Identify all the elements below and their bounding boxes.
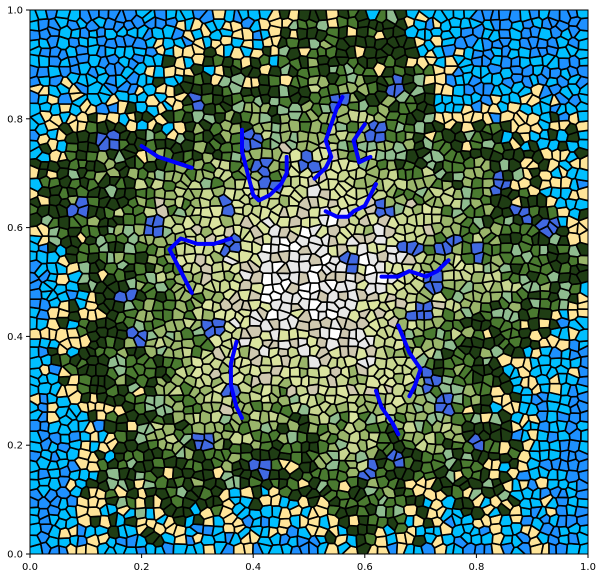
x-tick-label: 0.4 [245,562,261,573]
terrain-cell [269,55,278,66]
terrain-cell [259,459,271,470]
terrain-cell [87,197,99,207]
terrain-cell [279,195,289,207]
terrain-cell [249,113,259,126]
terrain-cell [277,217,290,228]
terrain-cell [68,375,79,385]
terrain-cell [471,242,484,254]
terrain-cell [489,524,502,535]
terrain-cell [375,261,386,272]
terrain-cell [86,365,96,377]
terrain-cell [38,95,48,105]
terrain-cell [37,205,49,217]
plot-area [19,0,599,565]
terrain-cell [155,140,166,149]
terrain-cell [164,199,176,207]
terrain-cell [434,359,444,368]
y-tick-label: 0.6 [7,223,23,234]
terrain-cell [287,431,298,444]
terrain-cell [568,294,578,304]
terrain-cell [556,506,567,516]
terrain-cell [258,74,269,85]
terrain-cell [260,505,272,518]
terrain-cell [471,394,481,405]
x-tick-label: 0.8 [468,562,484,573]
terrain-cell [547,432,558,443]
terrain-cell [258,373,272,385]
terrain-cell [268,86,280,98]
terrain-cell [271,236,280,245]
terrain-cell [404,505,418,516]
y-tick-label: 1.0 [7,6,23,17]
terrain-cell [531,245,540,257]
terrain-cell [386,507,394,519]
y-tick-label: 0.4 [7,332,23,343]
terrain-cell [357,243,368,256]
terrain-cell [251,449,261,461]
terrain-cell [233,476,240,490]
y-tick-label: 0.8 [7,114,23,125]
terrain-cell [535,477,548,489]
terrain-cell [220,36,232,45]
terrain-cell [202,299,214,310]
terrain-cell [124,188,136,200]
x-tick-label: 0.2 [134,562,150,573]
terrain-cell [262,273,272,285]
terrain-cell [424,75,436,86]
y-tick-label: 0.0 [7,550,23,561]
terrain-cell [212,262,223,273]
terrain-cell [123,214,135,225]
terrain-cell [347,121,359,132]
terrain-cell [299,462,310,472]
terrain-cell [261,244,271,253]
terrain-cell [69,431,80,442]
terrain-cell [549,384,561,395]
x-tick-label: 0.6 [357,562,373,573]
terrain-cell [243,103,252,113]
terrain-cell [229,123,241,134]
x-tick-label: 0.0 [22,562,38,573]
terrain-cell [549,121,559,131]
terrain-cell [414,121,425,134]
voronoi-cells [19,0,599,565]
terrain-cell [115,453,124,462]
y-tick-label: 0.2 [7,441,23,452]
terrain-cell [262,47,271,57]
terrain-cell [39,48,50,57]
terrain-cell [81,441,91,451]
terrain-cell [145,496,154,508]
terrain-cell [78,142,89,152]
terrain-cell [98,376,105,387]
terrain-cell [163,309,173,322]
terrain-cell [66,143,78,152]
terrain-cell [470,149,481,159]
x-tick-label: 1.0 [580,562,596,573]
terrain-cell [144,368,156,378]
terrain-cell [489,470,500,480]
terrain-cell [557,516,567,527]
terrain-cell [528,196,538,208]
terrain-cell [405,516,414,528]
terrain-cell [163,467,173,479]
terrain-cell [163,263,173,273]
terrain-cell [347,526,359,536]
terrain-cell [229,444,241,454]
terrain-cell [499,234,512,243]
terrain-cell [59,216,70,230]
terrain-cell [453,85,465,97]
terrain-cell [424,214,432,225]
terrain-cell [547,411,558,423]
terrain-cell [521,395,532,404]
terrain-cell [37,67,49,77]
